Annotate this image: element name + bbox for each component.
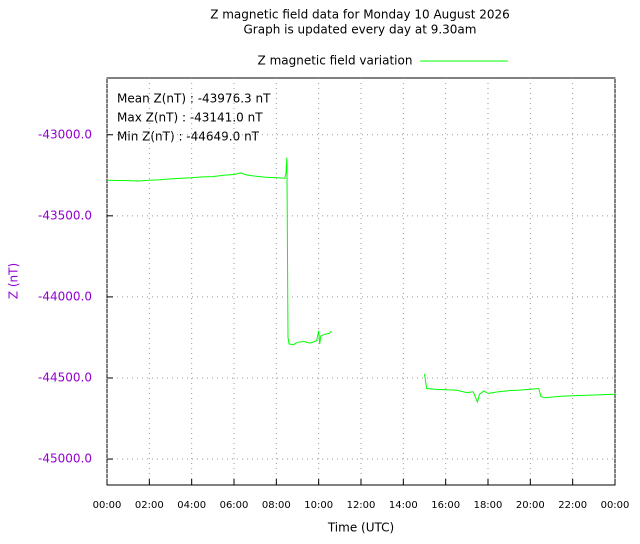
x-tick-label: 10:00	[304, 500, 333, 511]
y-tick-label: -43500.0	[38, 208, 92, 222]
x-tick-label: 16:00	[431, 500, 460, 511]
chart-subtitle: Graph is updated every day at 9.30am	[244, 23, 477, 37]
y-tick-label: -45000.0	[38, 452, 92, 466]
data-line	[106, 157, 616, 404]
x-tick-label: 08:00	[262, 500, 291, 511]
annotation: Mean Z(nT) : -43976.3 nT	[117, 92, 271, 106]
annotation: Max Z(nT) : -43141.0 nT	[117, 111, 263, 125]
chart-title: Z magnetic field data for Monday 10 Augu…	[210, 8, 510, 22]
x-tick-label: 20:00	[516, 500, 545, 511]
annotation: Min Z(nT) : -44649.0 nT	[117, 130, 260, 144]
x-tick-label: 00:00	[601, 500, 630, 511]
x-tick-label: 22:00	[558, 500, 587, 511]
x-tick-label: 06:00	[220, 500, 249, 511]
y-tick-label: -44500.0	[38, 370, 92, 384]
y-tick-label: -43000.0	[38, 127, 92, 141]
x-tick-label: 02:00	[135, 500, 164, 511]
x-tick-label: 12:00	[347, 500, 376, 511]
x-tick-label: 00:00	[93, 500, 122, 511]
x-tick-label: 18:00	[474, 500, 503, 511]
x-tick-label: 14:00	[389, 500, 418, 511]
x-axis-label: Time (UTC)	[327, 521, 394, 535]
y-tick-label: -44000.0	[38, 289, 92, 303]
x-tick-label: 04:00	[177, 500, 206, 511]
legend-label: Z magnetic field variation	[258, 54, 413, 68]
y-axis-label: Z (nT)	[7, 263, 21, 299]
